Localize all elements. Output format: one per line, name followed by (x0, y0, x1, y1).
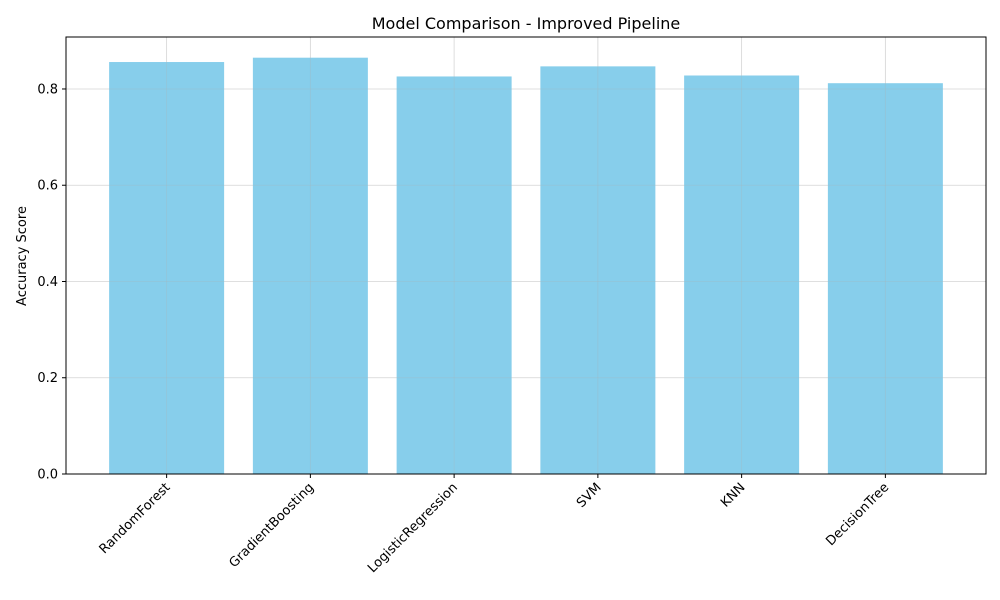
y-tick-label: 0.8 (37, 82, 58, 97)
x-axis-ticks: RandomForest GradientBoosting LogisticRegr… (97, 474, 892, 576)
x-tick-label: LogisticRegression (365, 480, 461, 576)
bar-logisticregression (396, 76, 512, 475)
bar-decisiontree (827, 83, 943, 475)
x-tick-label: DecisionTree (823, 480, 892, 549)
y-tick-label: 0.6 (37, 179, 58, 194)
x-tick-label: KNN (718, 480, 748, 510)
y-tick-label: 0.0 (37, 468, 58, 483)
x-tick-label: SVM (574, 480, 605, 511)
y-tick-label: 0.4 (37, 275, 58, 290)
bar-knn (684, 75, 800, 475)
x-tick-label: RandomForest (97, 480, 174, 557)
bars (66, 37, 986, 475)
bar-gradientboosting (252, 57, 368, 474)
chart-title: Model Comparison - Improved Pipeline (372, 14, 681, 33)
axes-frame (65, 36, 987, 475)
y-tick-label: 0.2 (37, 371, 58, 386)
bar-randomforest (109, 62, 225, 475)
y-axis-label: Accuracy Score (15, 206, 30, 306)
bar-svm (540, 66, 656, 474)
x-tick-label: GradientBoosting (226, 480, 317, 571)
y-axis-ticks: 0.0 0.2 0.4 0.6 0.8 (37, 82, 66, 483)
